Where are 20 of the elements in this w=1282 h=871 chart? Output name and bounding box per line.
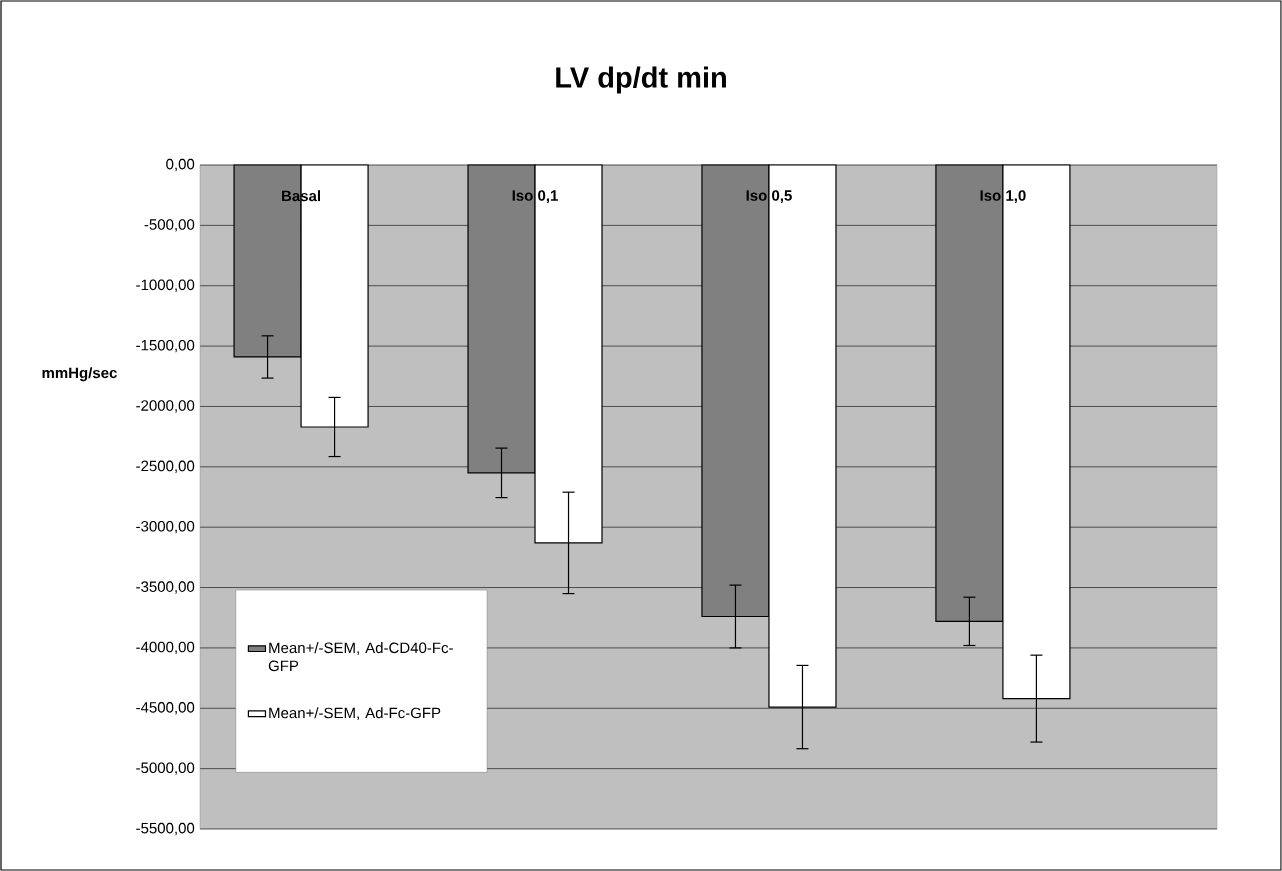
y-tick-label: -4500,00	[136, 702, 195, 715]
y-tick-label: -1000,00	[136, 279, 195, 292]
y-tick-label: -500,00	[144, 219, 195, 232]
y-tick-label: -5500,00	[136, 822, 195, 836]
x-tick-label: Iso 0,5	[746, 190, 792, 203]
y-tick-label: -1500,00	[136, 339, 195, 353]
y-axis-title: mmHg/sec	[42, 367, 117, 382]
y-tick-label: -2500,00	[136, 460, 195, 474]
y-tick-label: -3000,00	[136, 520, 195, 534]
y-tick-label: -2000,00	[136, 400, 195, 413]
x-tick-label: Basal	[282, 190, 321, 202]
x-tick-label: Iso 0,1	[512, 190, 558, 203]
x-tick-label: Iso 1,0	[980, 190, 1026, 203]
y-tick-label: -4000,00	[136, 641, 195, 655]
chart-title: LV dp/dt min	[556, 66, 726, 94]
legend-label: Mean+/-SEM, Ad-Fc-GFP	[269, 707, 441, 721]
y-tick-label: 0,00	[166, 158, 195, 172]
legend-label: Mean+/-SEM, Ad-CD40-Fc-GFP	[268, 642, 453, 672]
y-tick-label: -3500,00	[136, 581, 195, 594]
y-tick-label: -5000,00	[136, 762, 195, 775]
